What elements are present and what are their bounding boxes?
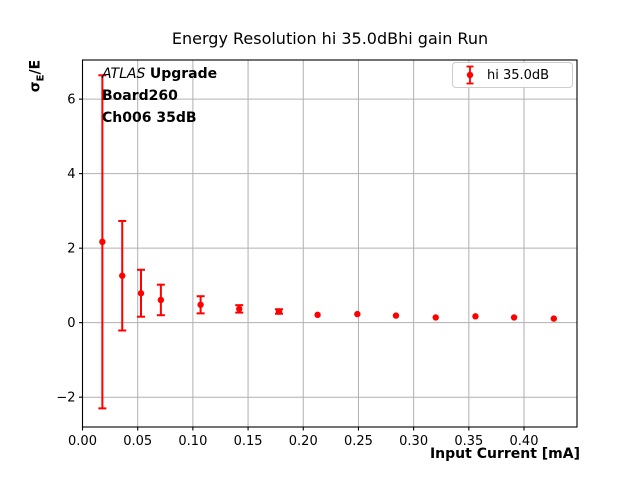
x-tick-label: 0.15 [234, 434, 263, 449]
y-tick-label: 2 [67, 242, 75, 257]
atlas-annotation: ATLAS Upgrade Board260 Ch006 35dB [102, 63, 217, 129]
data-point [392, 312, 400, 319]
y-axis-label: σE/E [28, 60, 47, 92]
legend-label: hi 35.0dB [487, 67, 550, 83]
data-point [472, 313, 479, 320]
annotation-upgrade: Upgrade [149, 66, 218, 82]
annotation-atlas: ATLAS [102, 66, 146, 82]
data-point [99, 238, 106, 246]
x-axis-label: Input Current [mA] [429, 446, 580, 462]
y-tick-label: −2 [56, 391, 75, 406]
x-tick-label: 0.20 [289, 434, 318, 449]
data-point [314, 311, 321, 319]
data-point [236, 305, 243, 313]
data-point [432, 314, 439, 321]
y-label-subscript: E [35, 74, 47, 82]
y-tick-label: 0 [67, 316, 75, 331]
legend-marker [466, 71, 474, 79]
data-point [354, 310, 361, 318]
y-tick-label: 6 [67, 93, 75, 108]
x-tick-label: 0.25 [344, 434, 373, 449]
data-point [157, 296, 165, 304]
y-label-rest: /E [27, 59, 44, 75]
x-tick-label: 0.35 [454, 434, 483, 449]
y-label-sigma: σ [27, 81, 44, 93]
data-point [550, 315, 558, 322]
legend: hi 35.0dB [452, 62, 573, 88]
annotation-line-3: Ch006 35dB [102, 110, 197, 126]
plot-frame [81, 59, 578, 428]
x-tick-label: 0.30 [399, 434, 428, 449]
x-tick-label: 0.00 [68, 434, 97, 449]
errorbar-marker-icon [466, 65, 474, 85]
x-tick-label: 0.10 [178, 434, 207, 449]
x-tick-label: 0.05 [123, 434, 152, 449]
annotation-line-2: Board260 [102, 88, 178, 104]
chart-title: Energy Resolution hi 35.0dBhi gain Run [171, 29, 489, 48]
x-tick-label: 0.40 [510, 434, 539, 449]
annotation-line-1: ATLAS Upgrade [102, 63, 217, 85]
data-point [197, 301, 204, 308]
data-point [275, 308, 283, 315]
data-point [137, 290, 145, 297]
y-tick-label: 4 [67, 167, 75, 182]
data-point [510, 314, 518, 321]
data-point [119, 272, 126, 279]
